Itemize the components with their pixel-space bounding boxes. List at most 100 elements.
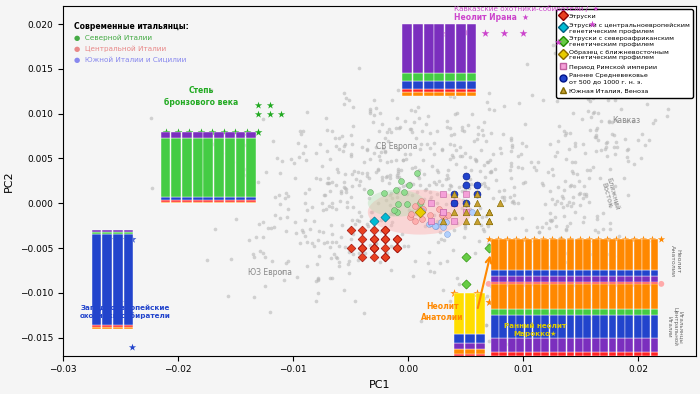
Point [326,178,337,185]
Point [536,180,547,186]
Point [426,218,437,224]
Bar [566,309,575,315]
Bar [566,338,575,352]
Point [341,95,352,101]
Point [605,260,616,267]
Point [561,130,572,136]
Point [567,168,578,174]
Bar [491,338,499,352]
Point [552,98,563,104]
Bar [592,282,600,284]
Point [555,253,566,260]
Point [300,190,311,196]
Bar [550,282,558,284]
Point [592,110,603,116]
Bar [550,315,558,338]
Point [398,189,409,195]
Point [541,242,552,249]
Point [514,100,525,106]
Point [492,236,503,242]
Bar [566,239,575,269]
Point [374,110,385,116]
Bar [524,282,533,284]
Point [379,227,391,233]
Bar [592,352,600,355]
Point [327,128,338,134]
Point [601,152,612,159]
Point [372,200,384,206]
Point [448,154,459,160]
Bar [508,284,516,309]
Point [228,159,239,165]
Point [327,231,338,237]
Bar [445,82,455,89]
Point [476,222,487,229]
Point [421,141,433,147]
Bar [533,352,541,355]
Point [538,281,549,287]
Point [393,170,404,176]
Point [546,196,557,202]
Bar [508,282,516,284]
Point [391,174,402,180]
Point [537,224,548,230]
Legend: Этруски, Этруски с центральноевропейским
генетическим профилем, Этруски с северо: Этруски, Этруски с центральноевропейским… [556,9,692,98]
Point [395,167,407,173]
Bar [475,354,485,355]
Point [486,169,497,175]
Point [333,259,344,266]
Point [216,150,228,156]
Point [298,128,309,134]
Point [552,149,563,156]
Point [353,257,364,263]
Point [271,155,282,162]
Point [241,128,253,135]
Point [547,172,559,178]
Bar [541,338,550,352]
Bar [625,315,634,338]
Bar [402,24,412,73]
Point [195,128,206,135]
Point [531,297,542,304]
Point [515,151,526,157]
Point [286,155,297,162]
Point [244,237,255,243]
Point [569,140,580,147]
Bar [650,276,659,282]
Point [237,191,248,197]
Bar [550,239,558,269]
Point [351,176,362,182]
Point [281,260,292,266]
Point [190,165,202,171]
Bar [236,202,246,203]
Bar [236,132,246,138]
Point [656,236,667,242]
Point [483,218,494,224]
Point [290,230,302,236]
Point [546,165,557,172]
X-axis label: PC1: PC1 [369,380,390,390]
Bar [608,282,617,284]
Point [364,108,375,114]
Point [584,98,595,104]
Point [369,247,380,253]
Point [608,132,620,138]
Point [445,132,456,138]
Point [559,250,570,256]
Bar [124,327,134,329]
Point [430,181,441,188]
Point [321,115,332,121]
Point [267,138,278,145]
Bar [236,201,246,202]
Point [460,209,471,216]
Point [428,139,440,146]
Point [567,159,578,165]
Bar [456,73,466,82]
Bar [634,239,642,269]
Point [266,258,277,264]
Point [384,201,395,208]
Point [424,181,435,188]
Point [336,222,347,229]
Point [382,129,393,136]
Point [528,164,539,171]
